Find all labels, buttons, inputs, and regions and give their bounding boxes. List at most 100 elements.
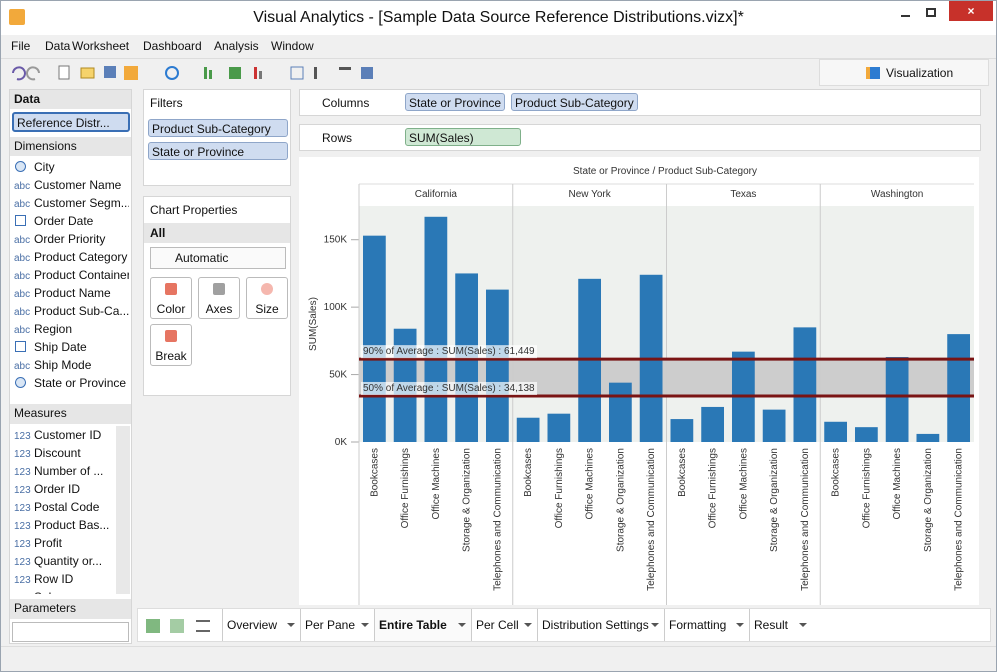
- field-type-icon: abc: [14, 307, 31, 318]
- field-item[interactable]: 123 Quantity or...: [14, 552, 115, 570]
- field-name: Customer Name: [34, 178, 122, 192]
- x-tick-label: Office Machines: [738, 448, 749, 520]
- field-type-icon: abc: [14, 199, 31, 210]
- tab-label: Overview: [227, 618, 278, 632]
- field-item[interactable]: 123 Customer ID: [14, 426, 115, 444]
- y-tick-label: 50K: [329, 370, 347, 381]
- field-item[interactable]: 123 Row ID: [14, 570, 115, 588]
- property-button[interactable]: Axes: [198, 277, 240, 319]
- toolbar-icons: [12, 65, 373, 81]
- new-dashboard-icon[interactable]: [170, 619, 184, 633]
- data-pane: Data Reference Distr... Dimensions City a…: [9, 89, 132, 644]
- field-item[interactable]: 123 Number of ...: [14, 462, 115, 480]
- column-pill[interactable]: Product Sub-Category: [511, 93, 638, 111]
- field-item[interactable]: Ship Date: [14, 338, 129, 356]
- filters-panel: Filters Product Sub-Category State or Pro…: [143, 89, 291, 186]
- filter-pill[interactable]: Product Sub-Category: [148, 119, 288, 137]
- sheet-tab[interactable]: Distribution Settings: [537, 609, 664, 641]
- x-tick-label: Bookcases: [523, 448, 534, 497]
- field-item[interactable]: 123Sales: [14, 588, 115, 594]
- field-item[interactable]: abc Region: [14, 320, 129, 338]
- property-label: Break: [155, 349, 187, 363]
- date-icon: [15, 341, 26, 352]
- sheet-tab[interactable]: Entire Table: [374, 609, 471, 641]
- sheet-tab[interactable]: Formatting: [664, 609, 749, 641]
- menu-item[interactable]: File: [11, 39, 31, 53]
- property-icon: [261, 283, 273, 295]
- y-axis-label: SUM(Sales): [308, 297, 319, 351]
- sheet-list-icon[interactable]: [196, 620, 210, 632]
- tab-arrow: [458, 623, 466, 627]
- sheet-tab[interactable]: Per Cell: [471, 609, 537, 641]
- menu-item[interactable]: Dashboard: [143, 39, 202, 53]
- field-item[interactable]: abc Product Sub-Ca...: [14, 302, 129, 320]
- field-item[interactable]: abc Order Priority: [14, 230, 129, 248]
- scrollbar[interactable]: [116, 426, 130, 594]
- property-button[interactable]: Color: [150, 277, 192, 319]
- row-pill[interactable]: SUM(Sales): [405, 128, 521, 146]
- chart-properties-panel: Chart Properties All Automatic Color Axes…: [143, 196, 291, 396]
- rows-pills: SUM(Sales): [300, 125, 980, 150]
- field-item[interactable]: abc Customer Name: [14, 176, 129, 194]
- geo-icon: [15, 377, 26, 388]
- measures-header: Measures: [10, 404, 131, 424]
- parameters-input[interactable]: [12, 622, 129, 642]
- field-item[interactable]: Order Date: [14, 212, 129, 230]
- x-tick-label: Office Furnishings: [861, 448, 872, 528]
- data-source[interactable]: Reference Distr...: [12, 112, 130, 132]
- mark-type-select[interactable]: Automatic: [150, 247, 286, 269]
- filter-pill[interactable]: State or Province: [148, 142, 288, 160]
- field-name: Region: [34, 322, 73, 336]
- pane-header: California: [415, 189, 458, 200]
- visualization-label: Visualization: [886, 66, 954, 80]
- field-name: Ship Date: [34, 340, 87, 354]
- bar: [547, 413, 571, 442]
- property-button[interactable]: Size: [246, 277, 288, 319]
- field-name: Profit: [34, 536, 63, 550]
- chart-title: State or Province / Product Sub-Category: [573, 166, 757, 177]
- property-icon: [165, 283, 177, 295]
- field-item[interactable]: 123 Order ID: [14, 480, 115, 498]
- x-tick-label: Storage & Organization: [615, 448, 626, 552]
- field-item[interactable]: 123 Profit: [14, 534, 115, 552]
- sheet-tab[interactable]: Overview: [222, 609, 300, 641]
- field-name: Product Container: [34, 268, 129, 282]
- field-type-icon: 123: [14, 521, 31, 532]
- field-type-icon: 123: [14, 431, 31, 442]
- new-sheet-icon[interactable]: [146, 619, 160, 633]
- field-type-icon: 123: [14, 557, 31, 568]
- field-item[interactable]: abc Ship Mode: [14, 356, 129, 374]
- visualization-tab[interactable]: Visualization: [819, 59, 989, 86]
- maximize-button[interactable]: [919, 5, 943, 21]
- visualization-icon: [866, 67, 880, 79]
- field-item[interactable]: abc Product Name: [14, 284, 129, 302]
- menu-item[interactable]: Worksheet: [72, 39, 130, 53]
- field-item[interactable]: 123 Discount: [14, 444, 115, 462]
- field-item[interactable]: 123 Product Bas...: [14, 516, 115, 534]
- field-item[interactable]: 123 Postal Code: [14, 498, 115, 516]
- property-button[interactable]: Break: [150, 324, 192, 366]
- field-type-icon: abc: [14, 253, 31, 264]
- sheet-tab[interactable]: Result: [749, 609, 812, 641]
- column-pill[interactable]: State or Province: [405, 93, 506, 111]
- pane-header: Texas: [730, 189, 756, 200]
- field-type-icon: abc: [14, 181, 31, 192]
- field-item[interactable]: State or Province: [14, 374, 129, 392]
- field-type-icon: 123: [14, 575, 31, 586]
- parameters-header: Parameters: [10, 599, 131, 619]
- minimize-button[interactable]: [893, 5, 917, 21]
- field-item[interactable]: abc Customer Segm...: [14, 194, 129, 212]
- close-button[interactable]: ×: [949, 1, 993, 21]
- field-item[interactable]: abc Product Category: [14, 248, 129, 266]
- bar: [885, 357, 909, 442]
- window-title: Visual Analytics - [Sample Data Source R…: [253, 9, 744, 26]
- bar: [701, 406, 725, 442]
- sheet-tab[interactable]: Per Pane: [300, 609, 374, 641]
- menu-item[interactable]: Analysis: [214, 39, 259, 53]
- field-item[interactable]: City: [14, 158, 129, 176]
- field-item[interactable]: abc Product Container: [14, 266, 129, 284]
- field-name: Product Sub-Ca...: [34, 304, 129, 318]
- menu-item[interactable]: Window: [271, 39, 314, 53]
- rows-shelf: Rows SUM(Sales): [299, 124, 981, 151]
- menu-item[interactable]: Data: [45, 39, 71, 53]
